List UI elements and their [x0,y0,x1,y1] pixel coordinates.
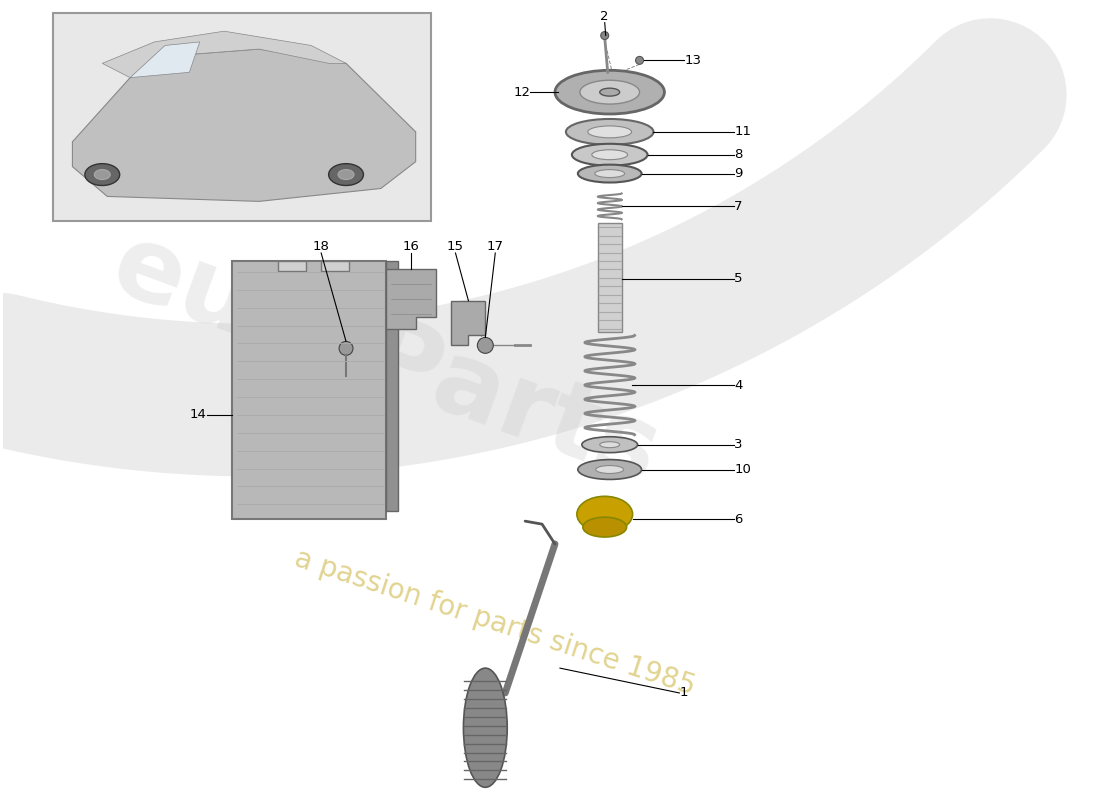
Text: 8: 8 [734,148,742,162]
Text: 5: 5 [734,272,742,286]
Circle shape [601,31,608,39]
Ellipse shape [85,164,120,186]
Bar [53,13,430,222]
Polygon shape [451,301,485,346]
Text: 16: 16 [403,240,419,253]
Text: 11: 11 [734,126,751,138]
Bar [278,261,306,271]
Text: 4: 4 [734,378,742,392]
Ellipse shape [338,170,354,179]
Text: 1: 1 [680,686,688,699]
Text: 12: 12 [513,86,530,98]
Bar [597,223,622,333]
Ellipse shape [587,126,631,138]
Polygon shape [102,31,346,78]
Polygon shape [386,269,436,329]
Text: 14: 14 [190,408,207,422]
Ellipse shape [576,496,632,532]
Text: euroParts: euroParts [99,214,673,506]
Text: 3: 3 [734,438,742,451]
Ellipse shape [592,150,628,160]
Bar [232,261,386,519]
Text: 10: 10 [734,463,751,476]
Ellipse shape [578,165,641,182]
Text: 2: 2 [601,10,609,22]
Ellipse shape [578,459,641,479]
Text: 9: 9 [734,167,742,180]
Text: 7: 7 [734,200,742,213]
Text: 13: 13 [684,54,702,67]
Text: 18: 18 [312,240,330,253]
Ellipse shape [600,88,619,96]
Ellipse shape [565,119,653,145]
Bar [386,261,398,511]
Ellipse shape [596,466,624,474]
Text: 15: 15 [447,240,464,253]
Bar [321,261,349,271]
Ellipse shape [595,170,625,178]
Polygon shape [130,42,200,78]
Polygon shape [73,49,416,202]
Circle shape [339,342,353,355]
Circle shape [477,338,493,354]
Circle shape [636,57,644,64]
Ellipse shape [556,70,664,114]
Ellipse shape [329,164,363,186]
Ellipse shape [580,80,639,104]
Ellipse shape [600,442,619,448]
Text: 17: 17 [487,240,504,253]
Text: a passion for parts since 1985: a passion for parts since 1985 [292,544,700,701]
Ellipse shape [463,668,507,787]
Ellipse shape [572,144,648,166]
Ellipse shape [95,170,110,179]
Ellipse shape [583,517,627,537]
Text: 6: 6 [734,513,742,526]
Ellipse shape [582,437,638,453]
